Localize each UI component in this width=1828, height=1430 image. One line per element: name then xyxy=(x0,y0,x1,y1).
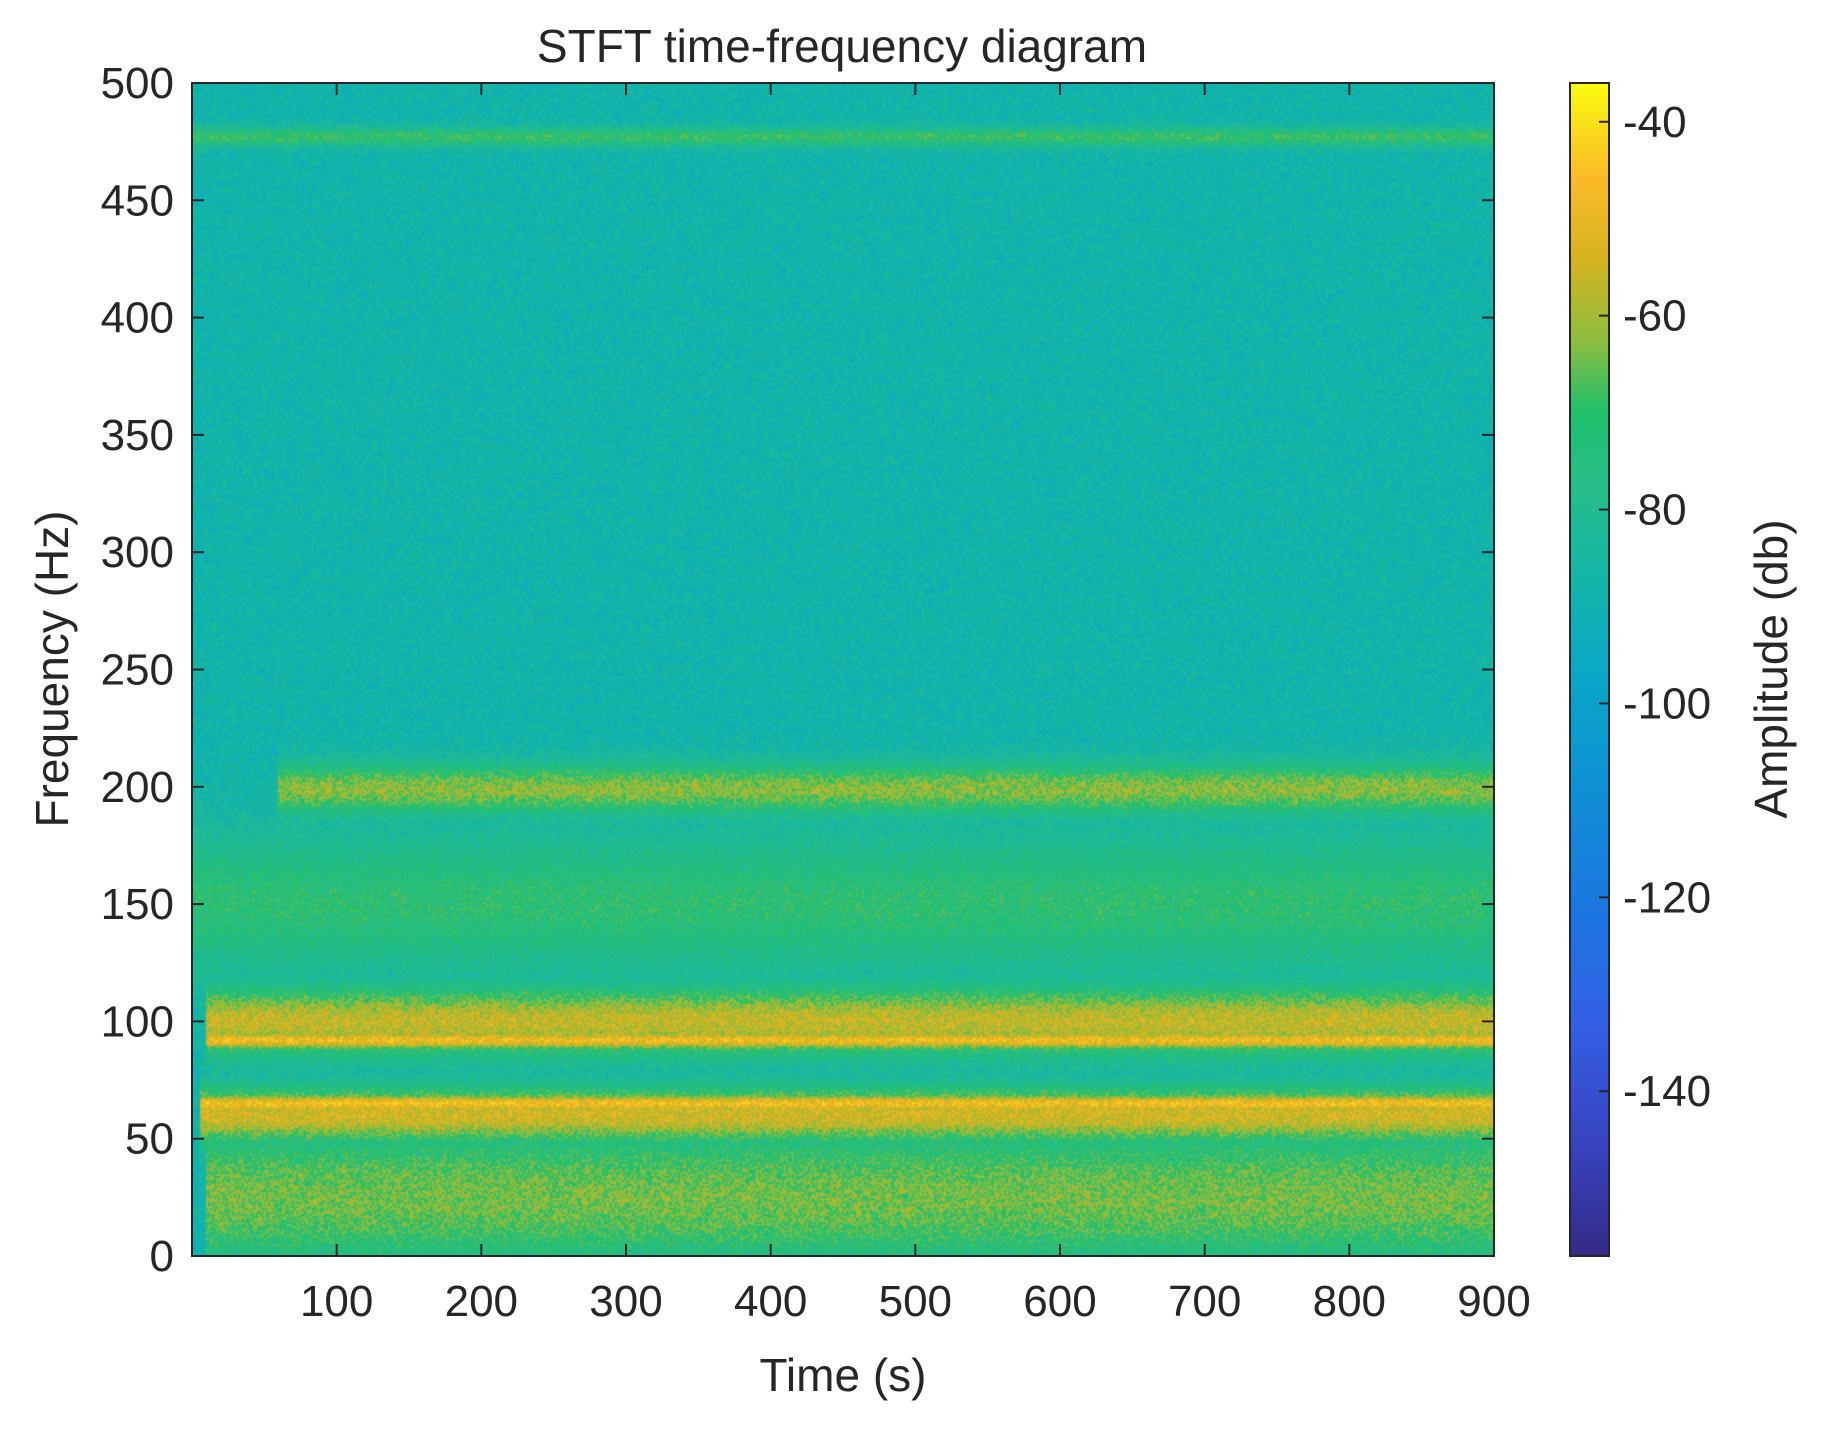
x-tick-label: 400 xyxy=(734,1277,807,1326)
x-tick-label: 900 xyxy=(1457,1277,1530,1326)
colorbar-tick-label: -120 xyxy=(1623,873,1711,922)
x-tick-label: 500 xyxy=(879,1277,952,1326)
x-tick-label: 800 xyxy=(1313,1277,1386,1326)
y-tick-label: 0 xyxy=(150,1232,174,1281)
y-tick-label: 250 xyxy=(101,646,174,695)
y-tick-label: 50 xyxy=(125,1115,174,1164)
y-tick-label: 500 xyxy=(101,59,174,108)
y-tick-label: 350 xyxy=(101,411,174,460)
y-tick-label: 200 xyxy=(101,763,174,812)
y-tick-label: 300 xyxy=(101,528,174,577)
y-axis-title: Frequency (Hz) xyxy=(26,511,78,828)
colorbar-gradient xyxy=(1569,82,1610,1257)
x-tick-label: 700 xyxy=(1168,1277,1241,1326)
x-tick-label: 100 xyxy=(300,1277,373,1326)
chart-title: STFT time-frequency diagram xyxy=(537,20,1147,72)
y-tick-label: 400 xyxy=(101,294,174,343)
x-axis: 100 200 300 400 500 600 700 800 900 xyxy=(300,83,1531,1326)
colorbar-tick-label: -80 xyxy=(1623,486,1687,535)
colorbar-tick-label: -60 xyxy=(1623,292,1687,341)
colorbar: -40 -60 -80 -100 -120 -140 Amplitude (db) xyxy=(1569,82,1797,1257)
x-axis-title: Time (s) xyxy=(760,1349,927,1401)
colorbar-ticks: -40 -60 -80 -100 -120 -140 xyxy=(1599,98,1711,1116)
spectrogram-heatmap xyxy=(192,83,1494,1256)
x-tick-label: 200 xyxy=(445,1277,518,1326)
colorbar-tick-label: -140 xyxy=(1623,1067,1711,1116)
colorbar-label: Amplitude (db) xyxy=(1745,519,1797,818)
x-tick-label: 300 xyxy=(589,1277,662,1326)
y-tick-label: 450 xyxy=(101,176,174,225)
y-axis: 0 50 100 150 200 250 300 350 400 450 500 xyxy=(101,59,1494,1281)
y-tick-label: 100 xyxy=(101,997,174,1046)
colorbar-tick-label: -100 xyxy=(1623,679,1711,728)
colorbar-tick-label: -40 xyxy=(1623,98,1687,147)
x-tick-label: 600 xyxy=(1023,1277,1096,1326)
y-tick-label: 150 xyxy=(101,880,174,929)
plot-area xyxy=(191,82,1495,1257)
